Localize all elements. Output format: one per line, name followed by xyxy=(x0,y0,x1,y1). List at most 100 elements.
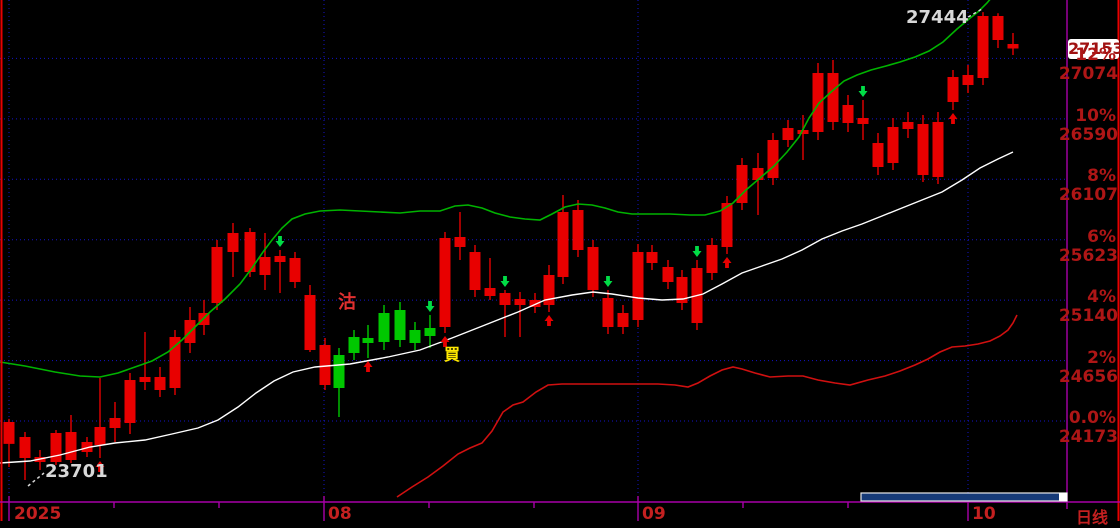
candle-body xyxy=(932,122,944,177)
low-price-annotation: 23701 xyxy=(45,461,108,482)
x-axis-month-label: 08 xyxy=(328,504,352,524)
candle-body xyxy=(169,337,181,388)
signal-arrows xyxy=(95,86,958,472)
candle-body xyxy=(842,105,854,123)
y-axis-price-label: 25623 xyxy=(1058,245,1118,266)
candle-body xyxy=(19,437,31,458)
current-price-tag: 27153 xyxy=(1068,38,1120,59)
buy-arrow-icon xyxy=(722,257,732,268)
candle-body xyxy=(632,252,644,320)
candle-body xyxy=(721,203,733,247)
y-axis-pct-label: 12% xyxy=(1075,45,1116,66)
middle-band-line xyxy=(0,151,1014,464)
sell-arrow-icon xyxy=(500,276,510,287)
candle-body xyxy=(439,238,451,327)
y-axis-price-label: 24173 xyxy=(1058,427,1118,447)
candle-body xyxy=(94,427,106,445)
sell-arrow-icon xyxy=(603,276,613,287)
candle-body xyxy=(394,310,406,340)
x-axis-month-label: 10 xyxy=(972,504,996,524)
sell-arrow-icon xyxy=(425,301,435,312)
candle-body xyxy=(409,330,421,343)
y-axis-price-label: 26590 xyxy=(1058,124,1118,145)
candle-body xyxy=(304,295,316,350)
candle-body xyxy=(319,345,331,385)
candle-body xyxy=(827,73,839,122)
candle-body xyxy=(812,73,824,132)
candle-body xyxy=(289,258,301,282)
horizontal-scrollbar[interactable] xyxy=(860,492,1068,502)
buy-arrow-icon xyxy=(948,113,958,124)
sell-arrow-icon xyxy=(275,236,285,247)
candle-body xyxy=(124,380,136,423)
y-axis-pct-label: 8% xyxy=(1087,166,1116,187)
buy-signal-label: 買 xyxy=(444,345,461,364)
candle-body xyxy=(469,252,481,290)
candle-body xyxy=(797,130,809,134)
sell-arrow-icon xyxy=(692,246,702,257)
candle-body xyxy=(154,377,166,390)
candle-body xyxy=(602,298,614,327)
candle-body xyxy=(274,256,286,262)
y-axis-pct-label: 0.0% xyxy=(1068,408,1116,428)
period-selector-label[interactable]: 日线 xyxy=(1076,508,1109,527)
candle-body xyxy=(676,277,688,303)
candle-body xyxy=(902,122,914,129)
candle-body xyxy=(378,313,390,342)
annotation-pointer xyxy=(27,472,45,487)
candle-body xyxy=(887,127,899,163)
x-axis-month-label: 09 xyxy=(642,504,666,524)
high-price-annotation: 27444 xyxy=(906,7,969,28)
candle-body xyxy=(872,143,884,167)
y-axis-price-label: 25140 xyxy=(1058,306,1118,327)
y-axis-price-label: 26107 xyxy=(1058,185,1118,206)
annotation-pointer xyxy=(962,8,983,21)
candle-body xyxy=(767,140,779,178)
candle-body xyxy=(587,247,599,290)
candle-body xyxy=(259,257,271,275)
scrollbar-end-cap[interactable] xyxy=(1059,493,1067,501)
grid-lines xyxy=(0,0,1067,502)
buy-arrow-icon xyxy=(440,336,450,347)
candle-body xyxy=(362,338,374,343)
candle-body xyxy=(947,77,959,102)
y-axis-pct-label: 10% xyxy=(1075,105,1116,126)
candle-body xyxy=(617,313,629,327)
candle-body xyxy=(782,128,794,140)
candle-body xyxy=(50,433,62,462)
sell-arrow-icon xyxy=(858,86,868,97)
candle-body xyxy=(514,299,526,305)
candle-body xyxy=(706,245,718,273)
candle-body xyxy=(454,237,466,247)
x-axis-month-label: 2025 xyxy=(14,504,62,524)
candle-body xyxy=(1007,44,1019,49)
y-axis-pct-label: 2% xyxy=(1087,347,1116,368)
candle-body xyxy=(736,165,748,203)
candle-body xyxy=(962,75,974,85)
candle-body xyxy=(227,233,239,252)
candle-body xyxy=(646,252,658,263)
candle-body xyxy=(81,442,93,452)
candle-body xyxy=(244,232,256,272)
buy-arrow-icon xyxy=(95,461,105,472)
y-axis-price-label: 27074 xyxy=(1058,64,1118,85)
candle-body xyxy=(543,275,555,305)
candle-body xyxy=(109,418,121,428)
candle-body xyxy=(139,377,151,382)
candle-body xyxy=(557,212,569,277)
buy-arrow-icon xyxy=(544,315,554,326)
y-axis-pct-label: 6% xyxy=(1087,226,1116,247)
candle-body xyxy=(3,422,15,444)
sell-signal-label: 沽 xyxy=(338,292,356,313)
candle-body xyxy=(499,293,511,305)
buy-arrow-icon xyxy=(363,361,373,372)
lower-band-line xyxy=(396,314,1018,498)
candle-body xyxy=(484,288,496,296)
candle-body xyxy=(529,300,541,307)
candle-body xyxy=(917,124,929,175)
candle-body xyxy=(65,432,77,460)
candles xyxy=(3,12,1019,480)
